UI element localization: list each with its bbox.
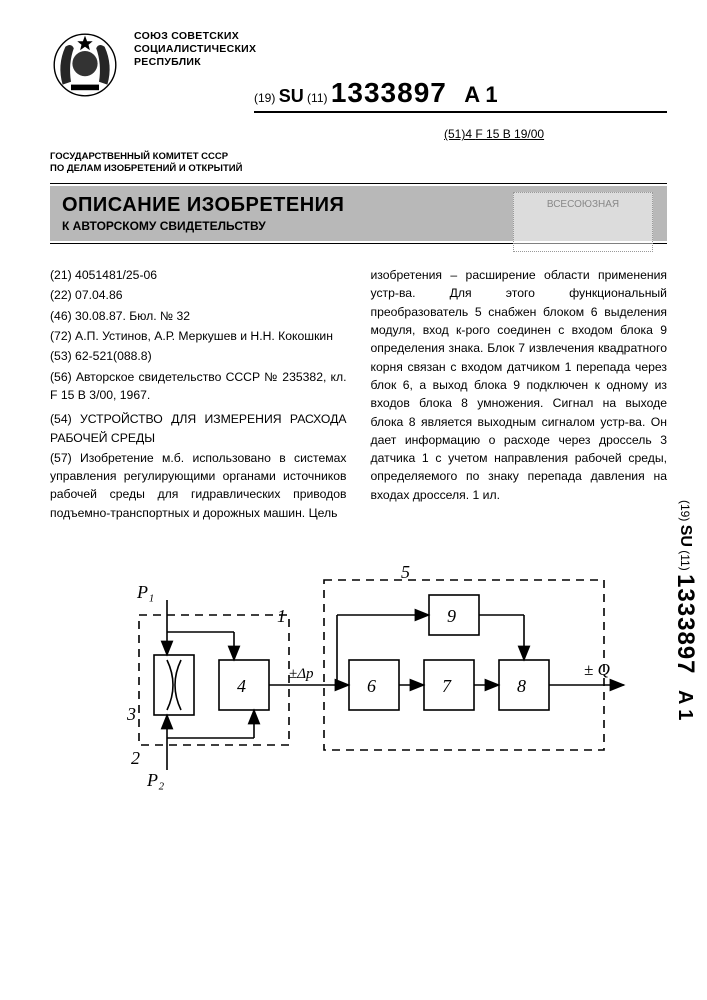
label-9: 9 <box>447 606 456 626</box>
field-53: (53) 62-521(088.8) <box>50 347 347 365</box>
label-8: 8 <box>517 676 526 696</box>
field-22: (22) 07.04.86 <box>50 286 347 304</box>
label-1: 1 <box>277 606 286 626</box>
ussr-emblem-icon <box>50 30 120 100</box>
field-57: (57) Изобретение м.б. использовано в сис… <box>50 449 347 522</box>
union-label: СОЮЗ СОВЕТСКИХ СОЦИАЛИСТИЧЕСКИХ РЕСПУБЛИ… <box>134 30 667 69</box>
label-6: 6 <box>367 676 376 696</box>
label-2: 2 <box>131 748 140 768</box>
side-document-number: (19) SU (11) 1333897 A 1 <box>671 500 699 720</box>
label-q: ± Q <box>584 660 610 679</box>
committee-label: ГОСУДАРСТВЕННЫЙ КОМИТЕТ СССР ПО ДЕЛАМ ИЗ… <box>50 151 667 175</box>
field-56: (56) Авторское свидетельство СССР № 2353… <box>50 368 347 405</box>
field-21: (21) 4051481/25-06 <box>50 266 347 284</box>
right-column: изобретения – расширение области примене… <box>371 266 668 524</box>
ipc-classification: (51)4 F 15 B 19/00 <box>444 127 667 141</box>
title-block: ОПИСАНИЕ ИЗОБРЕТЕНИЯ К АВТОРСКОМУ СВИДЕТ… <box>50 186 667 241</box>
field-72: (72) А.П. Устинов, А.Р. Меркушев и Н.Н. … <box>50 327 347 345</box>
document-number: (19) SU (11) 1333897 A 1 <box>254 77 667 113</box>
label-7: 7 <box>442 676 452 696</box>
label-3: 3 <box>126 704 136 724</box>
label-p2: P₂ <box>146 770 164 790</box>
label-5: 5 <box>401 562 410 582</box>
field-54: (54) УСТРОЙСТВО ДЛЯ ИЗМЕРЕНИЯ РАСХОДА РА… <box>50 410 347 447</box>
label-4: 4 <box>237 676 246 696</box>
label-delta-p: ±Δp <box>289 666 314 682</box>
block-diagram: P₁ P₂ 1 2 3 4 5 6 7 8 9 ±Δp ± Q <box>89 560 629 800</box>
label-p1: P₁ <box>136 582 154 602</box>
field-46: (46) 30.08.87. Бюл. № 32 <box>50 307 347 325</box>
abstract-continuation: изобретения – расширение области примене… <box>371 266 668 504</box>
library-stamp: ВСЕСОЮЗНАЯ <box>513 192 653 252</box>
left-column: (21) 4051481/25-06 (22) 07.04.86 (46) 30… <box>50 266 347 524</box>
